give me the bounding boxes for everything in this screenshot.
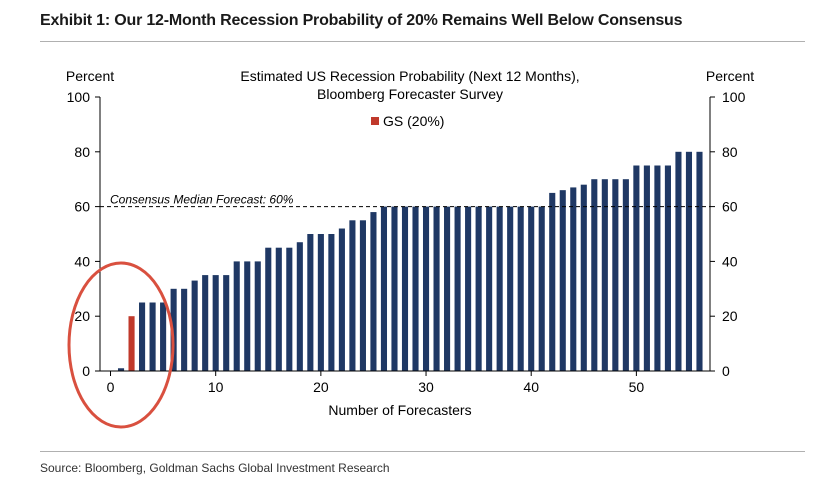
bar (233, 261, 240, 371)
y-tick-label-left: 20 (74, 308, 90, 324)
bar (507, 206, 514, 371)
gs-highlight-circle (67, 261, 175, 429)
bar (139, 302, 146, 371)
bar (664, 165, 671, 371)
bar (391, 206, 398, 371)
bar (580, 184, 587, 371)
bar (265, 247, 272, 371)
bar (349, 220, 356, 371)
y-tick-label-right: 0 (722, 363, 730, 379)
x-tick-label: 40 (523, 379, 539, 395)
bar (612, 179, 619, 371)
x-tick-label: 50 (629, 379, 645, 395)
y-tick-label-right: 40 (722, 253, 738, 269)
bar (654, 165, 661, 371)
y-tick-label-left: 40 (74, 253, 90, 269)
bar-series (117, 151, 703, 371)
bar (643, 165, 650, 371)
bar (475, 206, 482, 371)
bar (328, 234, 335, 371)
bar (433, 206, 440, 371)
bar (286, 247, 293, 371)
bar (685, 151, 693, 371)
y-tick-label-left: 100 (67, 89, 91, 105)
bar (370, 212, 377, 371)
y-tick-label-right: 60 (722, 199, 738, 215)
chart-title: Estimated US Recession Probability (Next… (240, 68, 579, 84)
bar (401, 206, 409, 371)
bar (601, 179, 608, 371)
legend-swatch-gs (371, 117, 379, 125)
bar (454, 206, 461, 371)
x-tick-label: 20 (313, 379, 329, 395)
y-tick-label-right: 20 (722, 308, 738, 324)
bar (696, 151, 703, 371)
y-tick-label-left: 60 (74, 199, 90, 215)
bar (528, 206, 535, 371)
source-divider (40, 451, 805, 452)
bar (117, 368, 125, 371)
bar (675, 151, 682, 371)
recession-probability-chart: 0 0 20 20 40 40 60 60 80 80 100 100 0 10 20 30 40 50 Cons… (66, 68, 754, 429)
y-tick-label-left: 0 (82, 363, 90, 379)
bar (538, 206, 545, 371)
y-axis-label-left: Percent (66, 68, 114, 84)
bar (244, 261, 251, 371)
exhibit-title: Exhibit 1: Our 12-Month Recession Probab… (40, 12, 683, 29)
bar (181, 288, 188, 371)
bar (160, 302, 167, 371)
consensus-median-label: Consensus Median Forecast: 60% (110, 193, 294, 207)
x-tick-label: 10 (208, 379, 224, 395)
bar (570, 187, 577, 371)
bar (412, 206, 419, 371)
bar (296, 242, 303, 371)
bar (517, 206, 524, 371)
bar (202, 275, 209, 371)
bar (486, 206, 493, 371)
bar (191, 280, 198, 371)
chart-axes: 0 0 20 20 40 40 60 60 80 80 100 100 0 10 20 30 40 50 (67, 89, 746, 395)
bar (591, 179, 598, 371)
bar (275, 247, 282, 371)
y-tick-label-right: 100 (722, 89, 746, 105)
bar (622, 179, 629, 371)
y-tick-label-right: 80 (722, 144, 738, 160)
title-divider (40, 41, 805, 42)
chart-subtitle: Bloomberg Forecaster Survey (317, 86, 503, 102)
bar (317, 234, 324, 371)
bar (549, 192, 556, 371)
y-axis-label-right: Percent (706, 68, 754, 84)
bar (559, 190, 566, 371)
bar (444, 206, 451, 371)
y-tick-label-left: 80 (74, 144, 90, 160)
bar (465, 206, 472, 371)
x-tick-label: 30 (418, 379, 434, 395)
bar (633, 165, 640, 371)
source-note: Source: Bloomberg, Goldman Sachs Global … (40, 461, 390, 475)
bar (254, 261, 261, 371)
bar (496, 206, 503, 371)
bar (307, 234, 314, 371)
bar-gs (128, 316, 135, 371)
bar (422, 206, 430, 371)
bar (359, 220, 366, 371)
x-axis-label: Number of Forecasters (328, 402, 471, 418)
bar (338, 228, 345, 371)
bar (212, 275, 219, 371)
x-tick-label: 0 (107, 379, 115, 395)
bar (380, 206, 388, 371)
legend-label-gs: GS (20%) (383, 113, 444, 129)
bar (149, 302, 156, 371)
bar (223, 275, 230, 371)
